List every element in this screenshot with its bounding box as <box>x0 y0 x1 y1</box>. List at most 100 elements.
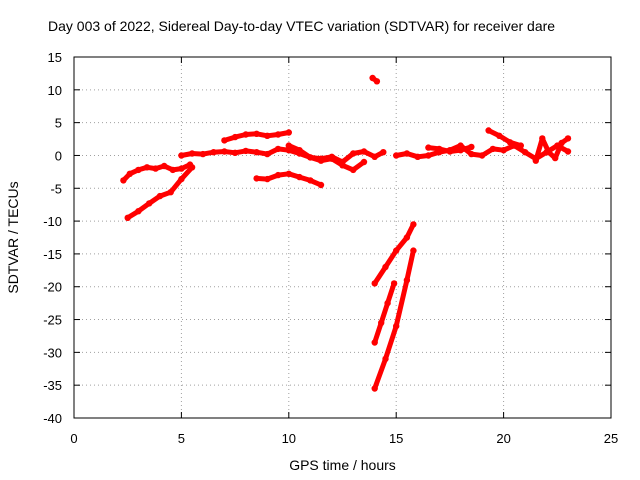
data-point <box>564 148 572 155</box>
data-point <box>253 149 260 156</box>
data-point <box>264 175 271 183</box>
data-point <box>360 148 368 155</box>
data-point <box>178 175 185 183</box>
data-point <box>532 157 539 164</box>
ticks: 0 5 10 15 20 25 -40 -35 -30 -25 -20 -15 -10 -5 0 5 10 15 <box>43 50 618 446</box>
data-point <box>307 177 314 184</box>
data-point <box>478 152 486 159</box>
data-point <box>264 150 271 158</box>
data-point <box>545 149 552 156</box>
data-point <box>446 148 454 155</box>
data-point <box>296 147 303 154</box>
data-point <box>307 154 314 161</box>
x-tick-label: 0 <box>70 431 77 446</box>
data-point <box>161 162 168 170</box>
data-point <box>425 144 432 151</box>
plot-frame <box>73 56 612 419</box>
data-point <box>489 145 497 153</box>
data-point <box>339 162 346 169</box>
data-point <box>378 319 385 326</box>
data-point <box>496 132 503 139</box>
data-point <box>188 150 196 157</box>
data-point <box>468 150 475 158</box>
series-8-line <box>372 280 397 345</box>
chart-title: Day 003 of 2022, Sidereal Day-to-day VTE… <box>48 18 556 34</box>
y-tick-label: -15 <box>43 247 62 262</box>
data-point <box>264 132 271 139</box>
data-points <box>120 74 572 392</box>
y-tick-label: 5 <box>55 116 62 131</box>
data-point <box>403 234 411 241</box>
data-point <box>485 127 492 134</box>
y-tick-label: 10 <box>48 83 62 98</box>
grid <box>74 57 611 418</box>
data-point <box>126 170 133 177</box>
y-tick-label: -10 <box>43 214 62 229</box>
x-tick-label: 10 <box>282 431 296 446</box>
data-point <box>457 147 464 154</box>
data-point <box>410 221 417 228</box>
data-point <box>253 130 260 137</box>
data-point <box>403 277 411 284</box>
data-point <box>221 137 228 144</box>
data-point <box>414 153 421 160</box>
series-12-line <box>486 128 524 149</box>
data-point <box>393 152 400 159</box>
data-point <box>436 145 443 153</box>
data-point <box>143 164 151 171</box>
data-point <box>210 149 217 156</box>
data-point <box>506 139 514 146</box>
data-point <box>393 322 400 330</box>
x-axis-label: GPS time / hours <box>289 457 396 473</box>
data-point <box>274 131 282 138</box>
data-point <box>253 175 260 182</box>
data-point <box>350 150 357 157</box>
data-point <box>274 171 282 179</box>
data-point <box>371 153 378 160</box>
data-point <box>468 143 475 151</box>
data-point <box>156 192 164 200</box>
data-point <box>425 152 432 159</box>
y-tick-label: -40 <box>43 411 62 426</box>
data-point <box>285 142 292 149</box>
data-point <box>539 135 546 142</box>
data-point <box>521 149 529 156</box>
data-point <box>285 129 292 136</box>
data-point <box>167 189 174 196</box>
data-point <box>350 166 357 174</box>
data-point <box>135 166 142 174</box>
y-tick-label: -20 <box>43 280 62 295</box>
data-point <box>124 214 131 221</box>
data-point <box>564 135 572 142</box>
y-tick-label: -25 <box>43 313 62 328</box>
data-point <box>242 131 249 138</box>
data-point <box>296 173 303 181</box>
data-point <box>371 280 378 287</box>
data-point <box>403 150 411 157</box>
data-point <box>199 150 207 158</box>
data-point <box>317 181 325 189</box>
data-point <box>178 152 185 159</box>
data-point <box>500 147 507 154</box>
y-tick-label: 15 <box>48 50 62 65</box>
data-point <box>242 147 249 155</box>
data-point <box>384 299 391 307</box>
data-point <box>410 247 417 254</box>
data-point <box>390 280 398 287</box>
y-tick-label: -30 <box>43 345 62 360</box>
data-point <box>231 149 239 156</box>
data-point <box>517 142 524 149</box>
data-point <box>382 355 389 363</box>
data-point <box>371 385 378 392</box>
y-axis-label: SDTVAR / TECUs <box>5 181 21 293</box>
data-point <box>382 263 389 271</box>
x-tick-label: 25 <box>604 431 618 446</box>
data-point <box>135 208 142 215</box>
data-point <box>231 133 239 141</box>
data-point <box>371 339 378 346</box>
data-point <box>178 165 185 172</box>
y-tick-label: -5 <box>50 181 62 196</box>
x-tick-label: 5 <box>178 431 185 446</box>
data-point <box>373 78 381 85</box>
